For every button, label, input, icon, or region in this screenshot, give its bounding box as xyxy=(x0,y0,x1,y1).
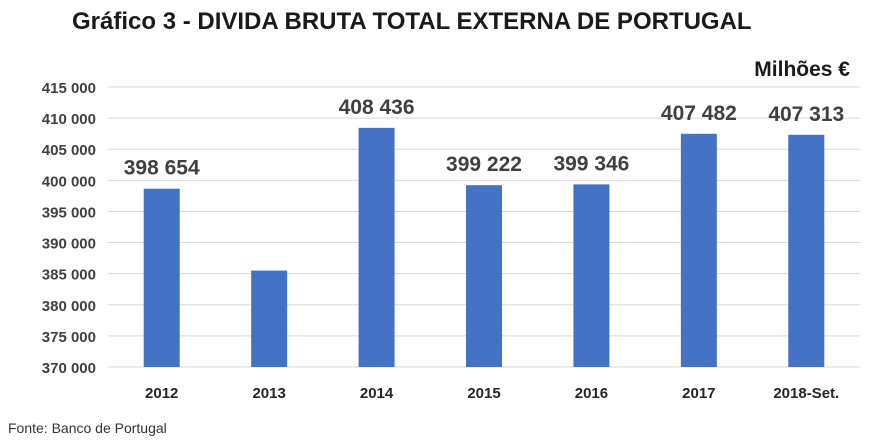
unit-label: Milhões € xyxy=(754,58,850,81)
bar xyxy=(251,270,288,367)
bar xyxy=(466,185,502,367)
x-tick-label: 2012 xyxy=(145,385,178,402)
data-label: 408 436 xyxy=(339,96,415,119)
x-tick-label: 2013 xyxy=(252,385,285,402)
x-tick-label: 2016 xyxy=(575,385,608,402)
y-tick-label: 375 000 xyxy=(42,329,96,346)
bar xyxy=(573,184,610,367)
bar xyxy=(143,188,180,367)
data-label: 407 313 xyxy=(768,103,844,126)
data-label: 399 346 xyxy=(553,152,629,175)
y-tick-label: 410 000 xyxy=(42,111,96,128)
y-tick-label: 405 000 xyxy=(42,142,96,159)
y-tick-label: 390 000 xyxy=(42,236,96,253)
data-label: 399 222 xyxy=(446,153,522,176)
chart-title: Gráfico 3 - DIVIDA BRUTA TOTAL EXTERNA D… xyxy=(72,8,752,35)
y-tick-label: 385 000 xyxy=(42,267,96,284)
bar xyxy=(358,127,395,367)
data-label: 407 482 xyxy=(661,102,737,125)
x-tick-label: 2014 xyxy=(360,385,394,402)
bar xyxy=(788,134,825,367)
x-tick-label: 2017 xyxy=(682,385,715,402)
y-tick-label: 400 000 xyxy=(42,173,96,190)
data-label: 398 654 xyxy=(124,157,200,180)
y-tick-label: 380 000 xyxy=(42,298,96,315)
x-tick-label: 2015 xyxy=(467,385,500,402)
y-tick-label: 370 000 xyxy=(42,360,96,377)
y-tick-label: 415 000 xyxy=(42,80,96,97)
x-tick-label: 2018-Set. xyxy=(773,385,839,402)
source-note: Fonte: Banco de Portugal xyxy=(8,420,167,436)
bar xyxy=(680,133,717,367)
y-tick-label: 395 000 xyxy=(42,204,96,221)
